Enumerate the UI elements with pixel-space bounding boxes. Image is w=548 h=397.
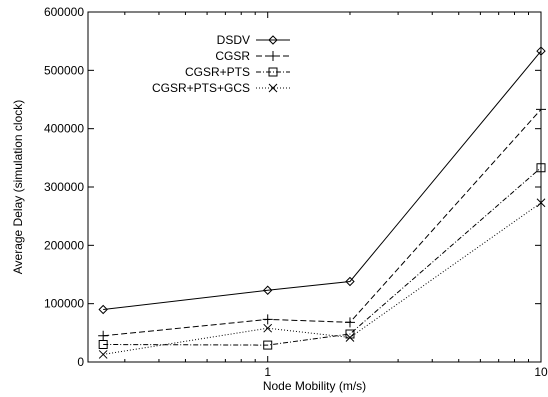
axis-ticks: 0 100000 200000 300000 400000 500000 600000 1 10 (44, 5, 548, 379)
y-axis-label: Average Delay (simulation clock) (11, 100, 25, 275)
series-line-3 (103, 202, 542, 355)
y-tick-label: 400000 (44, 122, 84, 136)
y-tick-label: 200000 (44, 238, 84, 252)
data-point (344, 317, 355, 328)
legend-label: CGSR+PTS+GCS (152, 81, 250, 95)
data-point (98, 340, 108, 349)
y-tick-label: 100000 (44, 297, 84, 311)
y-tick-label: 0 (77, 355, 84, 369)
data-point (98, 330, 109, 341)
legend-label: CGSR+PTS (185, 65, 250, 79)
data-point (263, 323, 273, 333)
series-line-2 (103, 167, 542, 346)
data-point (345, 333, 355, 342)
legend-marker (268, 51, 278, 61)
series-line-1 (103, 109, 542, 337)
data-point (263, 285, 273, 295)
legend-label: DSDV (217, 33, 250, 47)
x-tick-label: 10 (534, 365, 548, 379)
series-line-0 (103, 50, 542, 310)
data-point (263, 340, 273, 350)
y-tick-label: 500000 (44, 63, 84, 77)
data-point (262, 314, 273, 325)
y-tick-label: 300000 (44, 180, 84, 194)
legend-marker (268, 67, 278, 77)
legend-marker (268, 83, 278, 93)
legend: DSDV CGSR CGSR+PTS CGSR+PTS+GCS (152, 33, 290, 95)
legend-label: CGSR (215, 49, 250, 63)
data-point (345, 276, 355, 287)
x-axis-label: Node Mobility (m/s) (263, 379, 366, 393)
legend-marker (268, 35, 278, 45)
plot-frame (87, 11, 542, 363)
data-point (98, 304, 108, 315)
y-tick-label: 600000 (44, 5, 84, 19)
data-point (98, 350, 108, 359)
x-tick-label: 1 (264, 365, 271, 379)
